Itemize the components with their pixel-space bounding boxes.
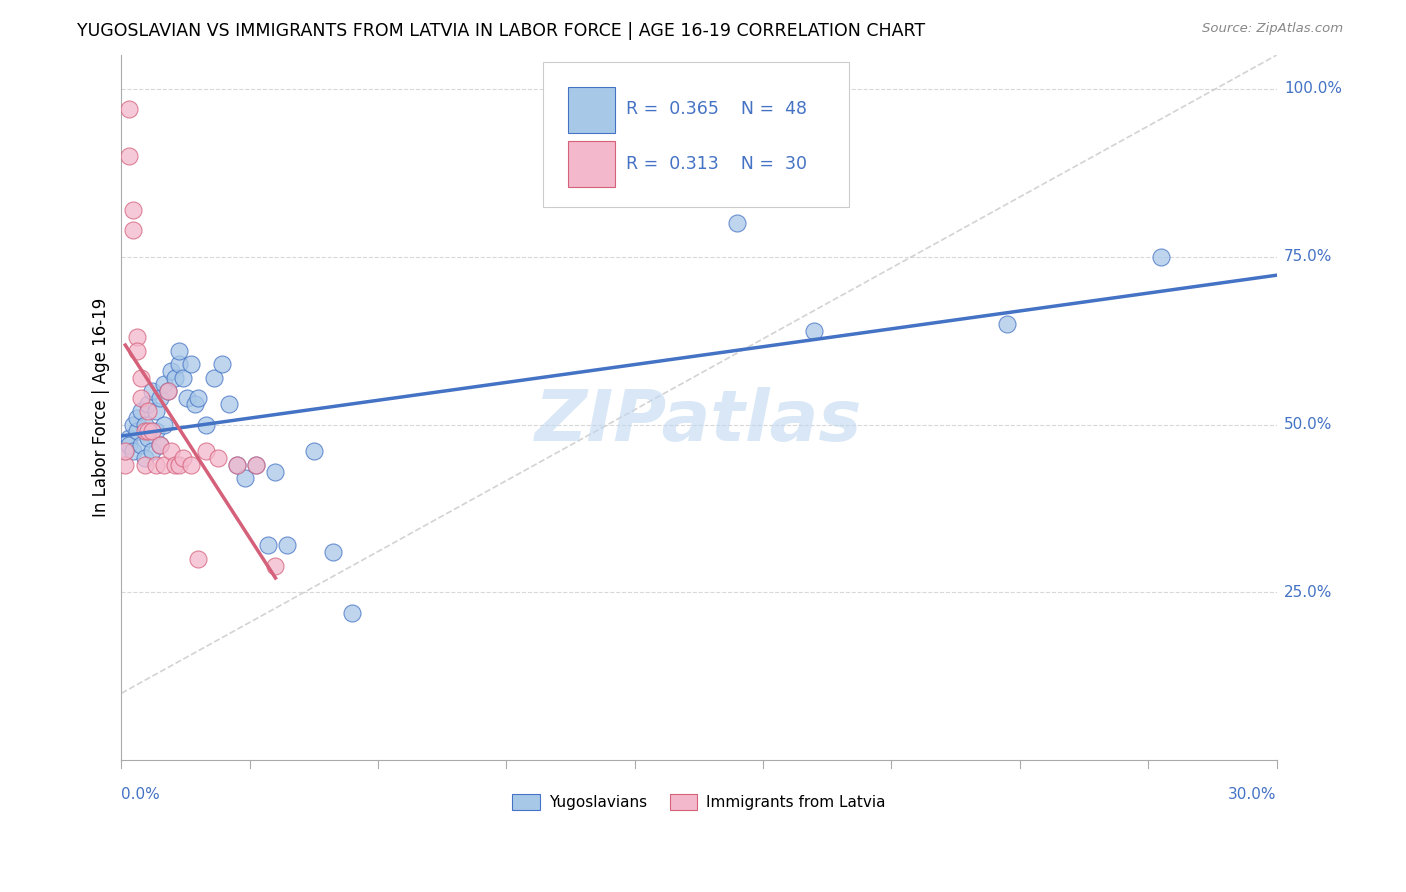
Text: 50.0%: 50.0% [1284,417,1333,432]
Point [226,458,249,472]
Point [226,458,249,472]
Point [118,102,141,116]
Point [122,223,145,237]
Point [156,384,179,398]
Legend: Yugoslavians, Immigrants from Latvia: Yugoslavians, Immigrants from Latvia [506,788,891,816]
Point [167,357,190,371]
Point [149,438,172,452]
Point [264,558,287,573]
Point [233,471,256,485]
Point [342,606,364,620]
Point [138,424,160,438]
Point [995,317,1018,331]
Point [114,458,136,472]
FancyBboxPatch shape [568,141,614,187]
Point [322,545,344,559]
Point [125,424,148,438]
Point [727,216,749,230]
Point [125,330,148,344]
Point [145,404,167,418]
FancyBboxPatch shape [543,62,849,207]
FancyBboxPatch shape [568,87,614,133]
Point [129,370,152,384]
Point [180,357,202,371]
Point [145,458,167,472]
Text: R =  0.365    N =  48: R = 0.365 N = 48 [626,101,807,119]
Point [202,370,225,384]
Point [245,458,267,472]
Text: 100.0%: 100.0% [1284,81,1343,96]
Point [114,444,136,458]
Point [129,391,152,405]
Point [134,417,156,432]
Point [211,357,233,371]
Point [195,444,218,458]
Point [276,538,298,552]
Text: 0.0%: 0.0% [121,788,160,802]
Point [149,391,172,405]
Point [207,451,229,466]
Y-axis label: In Labor Force | Age 16-19: In Labor Force | Age 16-19 [93,298,110,517]
Text: 75.0%: 75.0% [1284,249,1333,264]
Point [167,343,190,358]
Point [138,431,160,445]
Point [134,458,156,472]
Point [149,438,172,452]
Point [118,431,141,445]
Point [156,384,179,398]
Text: YUGOSLAVIAN VS IMMIGRANTS FROM LATVIA IN LABOR FORCE | AGE 16-19 CORRELATION CHA: YUGOSLAVIAN VS IMMIGRANTS FROM LATVIA IN… [77,22,925,40]
Point [160,364,183,378]
Point [160,444,183,458]
Point [122,417,145,432]
Point [256,538,278,552]
Point [138,404,160,418]
Point [245,458,267,472]
Text: Source: ZipAtlas.com: Source: ZipAtlas.com [1202,22,1343,36]
Text: 30.0%: 30.0% [1227,788,1277,802]
Point [118,149,141,163]
Point [172,370,194,384]
Point [167,458,190,472]
Point [218,397,240,411]
Point [129,438,152,452]
Point [134,424,156,438]
Point [138,397,160,411]
Point [1150,250,1173,264]
Point [176,391,198,405]
Point [141,424,163,438]
Point [264,465,287,479]
Point [125,343,148,358]
Point [183,397,205,411]
Point [302,444,325,458]
Point [122,444,145,458]
Point [172,451,194,466]
Point [165,458,187,472]
Text: ZIPatlas: ZIPatlas [536,387,863,457]
Point [152,377,174,392]
Point [141,384,163,398]
Point [187,552,209,566]
Point [118,438,141,452]
Point [187,391,209,405]
Point [165,370,187,384]
Point [803,324,825,338]
Point [145,424,167,438]
Point [152,417,174,432]
Text: R =  0.313    N =  30: R = 0.313 N = 30 [626,155,807,173]
Text: 25.0%: 25.0% [1284,585,1333,600]
Point [141,444,163,458]
Point [125,410,148,425]
Point [152,458,174,472]
Point [114,444,136,458]
Point [129,404,152,418]
Point [195,417,218,432]
Point [134,451,156,466]
Point [122,202,145,217]
Point [180,458,202,472]
